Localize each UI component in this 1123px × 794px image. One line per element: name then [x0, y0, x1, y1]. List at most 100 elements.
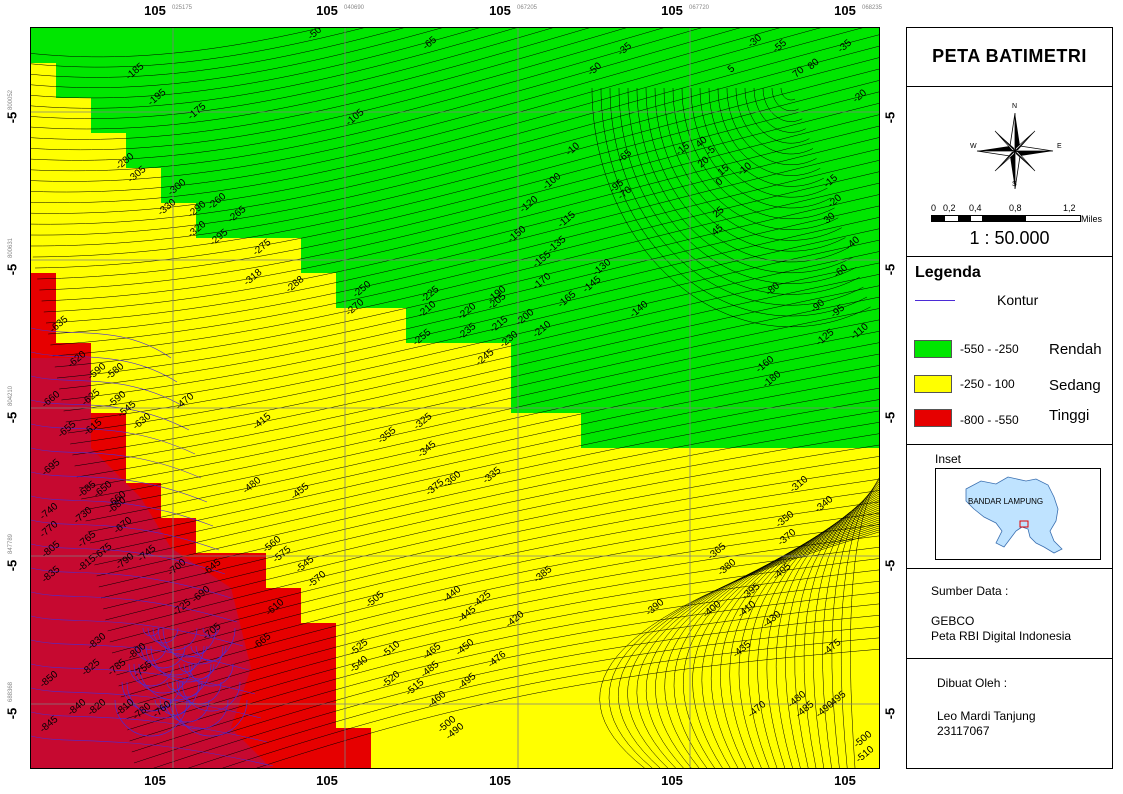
contour-line — [85, 353, 879, 522]
contour-line — [72, 285, 879, 456]
scale-ratio: 1 : 50.000 — [969, 228, 1050, 248]
contour-line — [120, 535, 879, 698]
legend-range: -800 - -550 — [960, 413, 1019, 427]
legend-range: -250 - 100 — [960, 377, 1015, 391]
legend-title: Legenda — [915, 264, 981, 281]
contour-line — [50, 171, 879, 346]
legend-class: Tinggi — [1049, 407, 1090, 424]
contour-line — [37, 103, 879, 280]
contour-line — [109, 478, 879, 643]
contour-line — [31, 28, 780, 182]
contour-line — [726, 87, 817, 166]
contour-line — [31, 639, 250, 671]
contour-line — [52, 182, 879, 357]
contour-line — [31, 28, 364, 68]
contour-line — [710, 507, 879, 768]
right-tick: -5 — [882, 263, 898, 276]
right-tick: -5 — [882, 559, 898, 572]
contour-line — [31, 57, 879, 236]
top-tick-small: 067205 — [517, 5, 538, 11]
contour-line — [41, 125, 879, 302]
legend-swatch-sedang — [914, 375, 952, 393]
contour-line — [31, 543, 226, 575]
bathymetry-map[interactable]: -50 -65 -35 -50 -30 -55 -35 5 80 70 -20 -185 -195 -17… — [30, 27, 880, 769]
contour-line — [31, 615, 244, 647]
contour-line — [125, 558, 879, 720]
contour-line — [31, 28, 590, 130]
contour-line — [735, 87, 814, 155]
contour-line — [63, 239, 879, 412]
contour-line — [154, 699, 172, 709]
left-tick-small: 800631 — [8, 237, 14, 258]
bottom-tick: 105 — [316, 773, 338, 788]
left-tick-small: 800052 — [8, 89, 14, 110]
scale-tick: 0,8 — [1009, 203, 1022, 213]
author-title: Dibuat Oleh : — [937, 676, 1008, 690]
map-title: PETA BATIMETRI — [932, 46, 1087, 66]
author-section: Dibuat Oleh : Leo Mardi Tanjung 23117067 — [907, 658, 1112, 768]
inset-section: Inset BANDAR LAMPUNG — [907, 444, 1112, 569]
left-tick-small: 847789 — [8, 533, 14, 554]
contour-line — [78, 319, 879, 489]
compass-n: N — [1012, 103, 1018, 110]
inset-map-shape — [965, 476, 1063, 554]
contour-line — [729, 503, 879, 768]
contour-line — [31, 28, 322, 58]
contour-line — [188, 663, 234, 687]
contour-line — [618, 527, 879, 768]
contour-line — [94, 399, 879, 566]
contour-line — [813, 485, 879, 768]
contour-line — [174, 699, 248, 737]
contour-line — [128, 663, 174, 687]
compass-w: W — [970, 143, 977, 150]
contour-line — [74, 296, 879, 467]
title-section: PETA BATIMETRI — [907, 28, 1112, 87]
legend-swatch-rendah — [914, 340, 952, 358]
contour-line — [178, 663, 196, 673]
contour-line — [31, 28, 480, 99]
contour-line — [31, 663, 256, 695]
legend-contour-label: Kontur — [997, 292, 1039, 308]
contour-line — [92, 387, 879, 555]
contour-line — [164, 699, 210, 723]
contour-line — [89, 376, 879, 544]
contour-line — [627, 87, 857, 284]
contour-line — [744, 87, 810, 144]
contour-line — [591, 87, 871, 328]
top-tick: 105 — [834, 3, 856, 18]
contour-line — [31, 28, 517, 109]
contour-line — [699, 87, 828, 198]
left-tick: -5 — [4, 559, 20, 572]
contour-line — [103, 444, 879, 610]
contour-lines — [31, 28, 879, 768]
contour-line — [762, 87, 803, 122]
contour-line — [83, 342, 879, 511]
contour-line — [599, 531, 879, 768]
contour-line — [31, 28, 702, 161]
scale-tick: 0,2 — [943, 203, 956, 213]
contour-line — [147, 627, 179, 644]
contour-line — [116, 512, 879, 676]
contour-line — [32, 80, 879, 258]
left-tick: -5 — [4, 707, 20, 720]
map-canvas: -50-65 -35-50-30 -55 -355 8070-20-185-195-17… — [31, 28, 879, 768]
contour-line — [34, 91, 879, 269]
contour-line — [31, 68, 879, 247]
contour-line — [31, 471, 208, 503]
contour-line — [96, 410, 879, 577]
legend-swatch-tinggi — [914, 409, 952, 427]
contour-line — [31, 711, 268, 743]
contour-line — [31, 34, 879, 214]
contour-line — [126, 681, 200, 719]
contour-line — [31, 735, 274, 767]
top-tick: 105 — [144, 3, 166, 18]
contour-line — [31, 687, 262, 719]
map-info-panel: PETA BATIMETRI N S E W 0 0,2 0,4 0,8 1,2 — [906, 27, 1113, 769]
graticule — [31, 28, 879, 768]
bottom-tick: 105 — [834, 773, 856, 788]
contour-line — [31, 351, 178, 383]
inset-map[interactable]: BANDAR LAMPUNG — [935, 468, 1101, 560]
scale-unit: Miles — [1081, 214, 1103, 224]
contour-line — [166, 681, 184, 691]
contour-line — [105, 456, 879, 621]
